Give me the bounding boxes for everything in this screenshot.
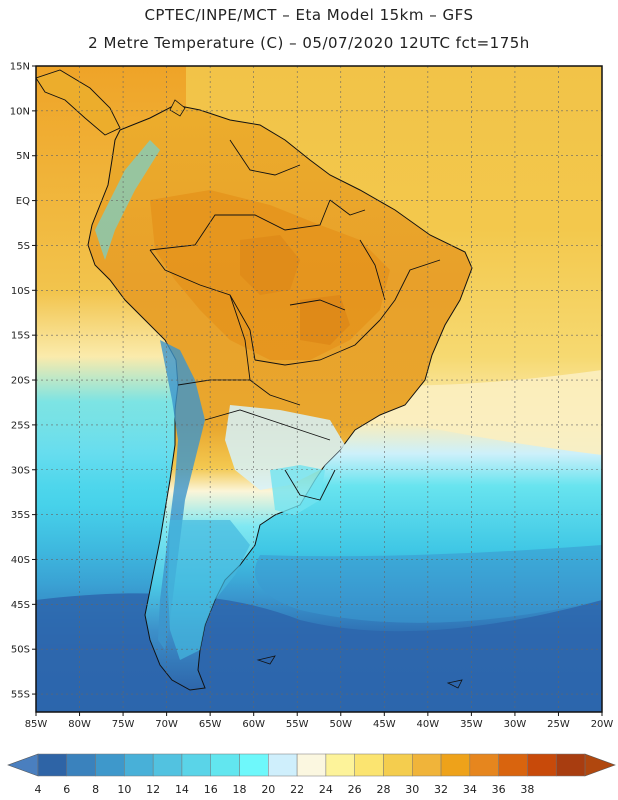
longitude-label: 75W (112, 719, 135, 730)
latitude-label: 50S (11, 645, 30, 656)
colorbar-level-label: 12 (146, 783, 160, 796)
latitude-label: 15S (11, 331, 30, 342)
central-america-landmass (36, 69, 121, 136)
longitude-label: 65W (199, 719, 222, 730)
colorbar-swatch (325, 753, 355, 777)
colorbar-swatch (239, 753, 269, 777)
colorbar-level-label: 22 (290, 783, 304, 796)
longitude-label: 55W (286, 719, 309, 730)
longitude-label: 60W (242, 719, 265, 730)
patagonia-cool-zone (168, 520, 250, 660)
map-frame (35, 65, 603, 713)
colorbar-level-label: 20 (261, 783, 275, 796)
latitude-label: 25S (11, 420, 30, 431)
latitude-label: 35S (11, 510, 30, 521)
colorbar-swatch (469, 753, 499, 777)
colorbar-level-label: 14 (175, 783, 189, 796)
colorbar-swatch (354, 753, 384, 777)
colorbar-swatch (527, 753, 557, 777)
latitude-label: 10N (10, 106, 30, 117)
latitude-label: 40S (11, 555, 30, 566)
colorbar-level-label: 38 (520, 783, 534, 796)
latitude-labels: 15N 10N 5N EQ 5S 10S 15S 20S 25S 30S 35S 40S 45S 50S 5… (10, 62, 36, 701)
colorbar-level-label: 6 (63, 783, 70, 796)
latitude-label: EQ (16, 196, 30, 207)
latitude-label: 5S (17, 241, 30, 252)
colorbar-swatch (555, 753, 586, 777)
colorbar-swatch (440, 753, 471, 777)
longitude-labels: 85W 80W 75W 70W 65W 60W 55W 50W 45W 40W 35W 30W 25W 2… (25, 712, 614, 730)
colorbar-level-label: 28 (376, 783, 390, 796)
interior-hotspot (240, 235, 300, 295)
south-georgia-island (446, 679, 463, 689)
map-title-line-2: 2 Metre Temperature (C) – 05/07/2020 12U… (88, 34, 530, 52)
latitude-label: 20S (11, 376, 30, 387)
south-atlantic-cool-band (255, 545, 602, 623)
colorbar-swatch (152, 753, 183, 777)
colorbar-swatch (124, 753, 154, 777)
colorbar-level-label: 26 (348, 783, 362, 796)
colorbar-level-label: 32 (434, 783, 448, 796)
latitude-label: 5N (16, 151, 30, 162)
central-brazil-hotspot (300, 295, 350, 345)
longitude-label: 50W (329, 719, 352, 730)
longitude-label: 30W (504, 719, 527, 730)
colorbar-level-label: 30 (405, 783, 419, 796)
longitude-label: 70W (155, 719, 178, 730)
colorbar-level-label: 4 (35, 783, 42, 796)
colorbar-swatch (181, 753, 211, 777)
latitude-label: 55S (11, 690, 30, 701)
falkland-islands (256, 655, 276, 665)
map-title-line-1: CPTEC/INPE/MCT – Eta Model 15km – GFS (144, 6, 474, 24)
colorbar-swatch (66, 753, 96, 777)
colorbar-level-label: 18 (233, 783, 247, 796)
colorbar-swatch (37, 753, 68, 777)
colorbar-low-arrow (7, 753, 39, 777)
colorbar-level-label: 8 (92, 783, 99, 796)
colorbar-level-label: 10 (117, 783, 131, 796)
colorbar-level-label: 24 (319, 783, 333, 796)
longitude-label: 25W (547, 719, 570, 730)
colorbar-swatch (383, 753, 413, 777)
colorbar-swatch (296, 753, 327, 777)
latitude-label: 45S (11, 600, 30, 611)
longitude-label: 35W (460, 719, 483, 730)
northern-andes-cool-zone (95, 140, 160, 260)
colorbar-level-label: 16 (204, 783, 218, 796)
latitude-label: 10S (11, 286, 30, 297)
longitude-label: 20W (591, 719, 614, 730)
longitude-label: 40W (417, 719, 440, 730)
caribbean-island (169, 99, 186, 117)
colorbar-swatch (268, 753, 298, 777)
colorbar-level-label: 34 (463, 783, 477, 796)
colorbar-swatch (412, 753, 442, 777)
latitude-label: 30S (11, 465, 30, 476)
latitude-label: 15N (10, 62, 30, 73)
longitude-label: 85W (25, 719, 48, 730)
colorbar-swatch (210, 753, 240, 777)
colorbar-level-label: 36 (492, 783, 506, 796)
longitude-label: 45W (373, 719, 396, 730)
longitude-label: 80W (68, 719, 91, 730)
colorbar-swatch (498, 753, 528, 777)
colorbar-swatch (95, 753, 125, 777)
colorbar-high-arrow (584, 753, 616, 777)
